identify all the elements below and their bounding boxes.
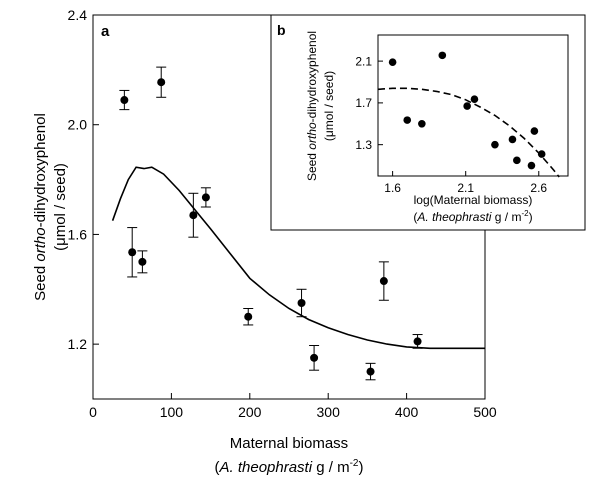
- data-point: [530, 127, 539, 135]
- data-point: [366, 367, 375, 376]
- data-point: [491, 140, 499, 149]
- data-point: [470, 95, 479, 104]
- svg-text:Seed ortho-dihydroxyphenol: Seed ortho-dihydroxyphenol: [32, 113, 49, 301]
- panel-b-fit-curve-group: [377, 87, 560, 178]
- data-point: [297, 299, 306, 307]
- y-tick-label: 1.2: [68, 336, 88, 352]
- data-point: [201, 193, 210, 202]
- x-tick-label: 1.6: [384, 181, 401, 195]
- y-label-pre: Seed: [32, 262, 49, 301]
- data-point: [128, 248, 137, 257]
- y-tick-label: 1.6: [68, 226, 88, 242]
- panel-b-x-axis-label: log(Maternal biomass): [414, 193, 533, 207]
- data-point: [388, 58, 397, 66]
- data-point: [463, 102, 471, 110]
- data-point: [413, 337, 422, 346]
- y-label-italic: ortho: [32, 227, 49, 261]
- data-point: [138, 257, 147, 266]
- panel-b-y-axis-label: Seed ortho-dihydroxyphenol (μmol / seed): [305, 31, 336, 181]
- panel-b-y-ticks: 1.3 1.7 2.1: [355, 54, 383, 152]
- x-tick-label: 0: [89, 404, 97, 420]
- panel-a-y-axis-label: Seed ortho-dihydroxyphenol (μmol / seed): [32, 113, 69, 301]
- fit-curve: [111, 166, 485, 350]
- panel-b-letter: b: [277, 22, 286, 38]
- x-tick-label: 300: [317, 404, 341, 420]
- data-point: [513, 156, 521, 165]
- panel-b-plot-area: [377, 34, 569, 177]
- panel-a-x-axis-units: (A. theophrasti g / m-2): [215, 458, 364, 476]
- panel-b-x-ticks: 1.6 2.1 2.6: [384, 171, 547, 195]
- x-tick-label: 100: [160, 404, 184, 420]
- panel-a-x-ticks: 0 100 200 300 400 500: [89, 393, 497, 420]
- data-point: [527, 161, 536, 170]
- data-point: [403, 116, 412, 124]
- y-tick-label: 1.3: [355, 138, 372, 152]
- panel-a-letter: a: [101, 23, 110, 40]
- x-tick-label: 400: [395, 404, 419, 420]
- panel-b-frame: [270, 14, 586, 231]
- y-tick-label: 2.0: [68, 117, 88, 133]
- panel-a-fit-curve-group: [111, 166, 485, 350]
- x-tick-label: 2.1: [457, 181, 474, 195]
- data-point: [244, 312, 253, 321]
- data-point: [157, 78, 166, 87]
- fit-curve: [377, 87, 560, 178]
- data-point: [120, 96, 129, 105]
- svg-text:(μmol / seed): (μmol / seed): [322, 71, 336, 141]
- data-point: [537, 150, 546, 158]
- panel-a-y-ticks: 1.2 1.6 2.0 2.4: [68, 7, 99, 352]
- y-label-post: -dihydroxyphenol: [32, 113, 49, 227]
- panel-b-x-axis-units: (A. theophrasti g / m-2): [413, 209, 532, 224]
- panel-a-points: [119, 66, 423, 381]
- svg-text:Seed ortho-dihydroxyphenol: Seed ortho-dihydroxyphenol: [305, 31, 319, 181]
- y-tick-label: 1.7: [355, 96, 372, 110]
- y-tick-label: 2.4: [68, 7, 88, 23]
- x-tick-label: 500: [473, 404, 497, 420]
- y-tick-label: 2.1: [355, 54, 372, 68]
- panel-a-x-axis-label: Maternal biomass: [230, 435, 348, 452]
- data-point: [418, 119, 426, 128]
- x-tick-label: 200: [238, 404, 262, 420]
- data-point: [438, 51, 447, 60]
- data-point: [508, 135, 517, 144]
- data-point: [310, 353, 319, 362]
- y-label-units: (μmol / seed): [52, 163, 69, 251]
- data-point: [189, 211, 198, 220]
- data-point: [379, 277, 388, 286]
- x-tick-label: 2.6: [530, 181, 547, 195]
- panel-b-points: [388, 51, 546, 170]
